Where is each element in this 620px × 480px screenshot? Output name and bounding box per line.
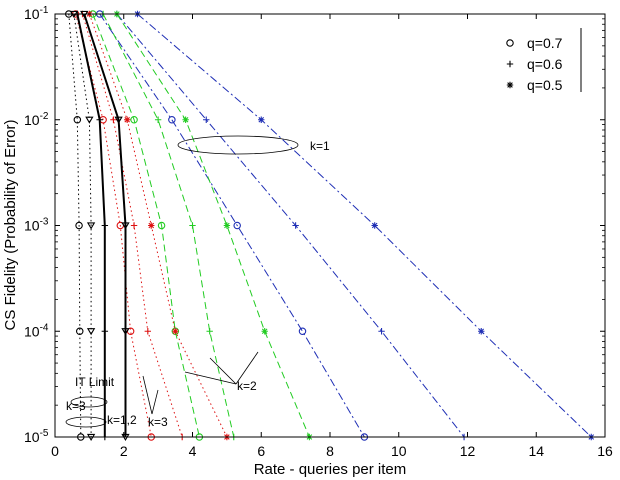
data-point-11-3 <box>101 328 109 335</box>
data-point-0-3 <box>298 327 307 335</box>
x-tick-label: 0 <box>51 443 59 459</box>
annotation-layer: k=1 k=2 k=3 k=3 k=1,2 IT Limit <box>65 135 330 429</box>
k3-arrow-2 <box>151 389 159 415</box>
legend: q=0.7 q=0.6 q=0.5 <box>506 28 582 93</box>
legend-label: q=0.7 <box>527 35 563 51</box>
data-point-3-2 <box>157 221 166 230</box>
data-point-8-3 <box>172 328 179 335</box>
data-point-10-1 <box>85 116 94 124</box>
series-line-3 <box>92 13 200 438</box>
y-tick-label: 10-4 <box>24 322 49 339</box>
k2-arrow-1 <box>209 357 237 385</box>
k2-arrow-2 <box>184 371 237 385</box>
annotation-k3-it: k=3 <box>66 399 86 413</box>
series-line-10 <box>73 13 92 437</box>
k3-it-ellipse <box>70 396 108 408</box>
legend-marker <box>506 60 514 68</box>
series-layer <box>65 10 595 441</box>
x-tick-label: 12 <box>460 443 476 459</box>
data-point-11-2 <box>101 222 109 229</box>
data-point-7-3 <box>144 328 152 335</box>
legend-marker <box>506 39 514 47</box>
k3-arrow-1 <box>142 375 153 415</box>
tick-layer: 0 2 4 6 8 10 12 14 16 10-1 10-2 10-3 10-4 10-5 <box>24 5 613 459</box>
y-tick-label: 10-1 <box>24 5 49 22</box>
annotation-k3: k=3 <box>148 415 168 429</box>
data-point-7-1 <box>110 116 117 123</box>
data-point-9-1 <box>73 116 82 124</box>
series-line-5 <box>116 13 310 438</box>
k1-ellipse <box>177 135 299 155</box>
x-tick-label: 2 <box>120 443 128 459</box>
data-point-0-2 <box>233 221 241 230</box>
data-point-12-3 <box>121 328 130 336</box>
annotation-k2: k=2 <box>237 379 257 393</box>
x-tick-label: 6 <box>257 443 265 459</box>
data-point-9-3 <box>76 327 84 335</box>
data-point-4-2 <box>189 222 196 229</box>
data-point-5-2 <box>223 222 231 229</box>
data-point-0-1 <box>168 116 176 124</box>
k2-arrow-3 <box>235 351 259 385</box>
y-axis-label: CS Fidelity (Probability of Error) <box>2 120 19 331</box>
data-point-4-3 <box>206 328 213 335</box>
series-line-4 <box>102 13 235 438</box>
data-point-12-1 <box>114 116 123 124</box>
x-tick-label: 10 <box>391 443 407 459</box>
data-point-9-2 <box>75 221 83 230</box>
data-point-2-1 <box>258 116 265 123</box>
series-line-0 <box>99 13 365 438</box>
x-tick-label: 8 <box>326 443 334 459</box>
x-tick-label: 14 <box>528 443 544 459</box>
y-tick-label: 10-2 <box>24 111 49 128</box>
data-point-8-2 <box>148 222 155 229</box>
series-line-12 <box>83 13 127 437</box>
data-point-12-2 <box>121 222 130 230</box>
legend-marker <box>506 81 514 89</box>
data-point-4-1 <box>154 116 162 123</box>
data-point-3-1 <box>130 116 138 124</box>
x-tick-label: 4 <box>189 443 197 459</box>
data-point-1-1 <box>203 116 210 123</box>
x-tick-label: 16 <box>597 443 613 459</box>
y-tick-label: 10-5 <box>24 428 49 445</box>
x-axis-label: Rate - queries per item <box>254 461 407 478</box>
annotation-k12-it: k=1,2 <box>107 413 137 427</box>
data-point-7-2 <box>130 222 138 229</box>
annotation-it-limit: IT Limit <box>75 375 115 389</box>
data-point-1-2 <box>292 222 299 229</box>
data-point-5-3 <box>261 328 268 335</box>
series-line-6 <box>75 13 152 438</box>
legend-label: q=0.6 <box>527 56 563 72</box>
data-point-2-3 <box>478 328 485 335</box>
legend-label: q=0.5 <box>527 77 563 93</box>
series-line-7 <box>82 13 183 438</box>
data-point-5-1 <box>182 116 189 123</box>
series-line-9 <box>68 13 82 438</box>
data-point-10-2 <box>86 222 96 230</box>
y-tick-label: 10-3 <box>24 217 49 234</box>
data-point-2-2 <box>371 222 378 229</box>
data-point-1-3 <box>378 328 385 335</box>
data-point-10-3 <box>86 328 96 336</box>
series-line-2 <box>137 13 592 438</box>
annotation-k1: k=1 <box>310 139 330 153</box>
data-point-11-1 <box>96 116 103 123</box>
data-point-8-1 <box>123 116 131 123</box>
k12-it-ellipse <box>65 416 107 428</box>
